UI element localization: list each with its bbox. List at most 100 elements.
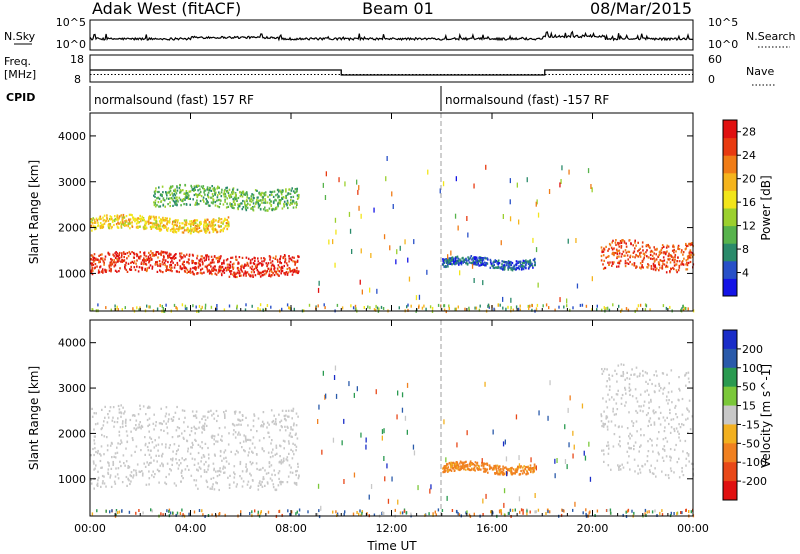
data-cell bbox=[203, 188, 205, 191]
data-cell bbox=[154, 202, 157, 205]
data-cell bbox=[165, 192, 168, 195]
data-cell bbox=[162, 465, 164, 468]
data-cell bbox=[669, 455, 671, 458]
data-cell bbox=[176, 224, 178, 227]
data-cell bbox=[519, 465, 522, 468]
data-cell bbox=[144, 220, 147, 223]
data-cell bbox=[474, 306, 476, 310]
data-cell bbox=[216, 196, 219, 199]
data-cell bbox=[234, 198, 236, 201]
data-cell bbox=[292, 195, 295, 198]
data-cell bbox=[165, 226, 167, 229]
data-cell bbox=[118, 510, 121, 514]
data-cell bbox=[127, 225, 130, 228]
data-cell bbox=[193, 266, 196, 269]
data-cell bbox=[324, 195, 327, 200]
data-cell bbox=[261, 260, 263, 263]
data-cell bbox=[640, 434, 642, 437]
data-cell bbox=[660, 259, 663, 262]
data-cell bbox=[637, 472, 639, 475]
data-cell bbox=[466, 510, 468, 514]
data-cell bbox=[644, 390, 646, 393]
data-cell bbox=[505, 307, 507, 311]
data-cell bbox=[291, 457, 294, 460]
data-cell bbox=[138, 423, 140, 426]
data-cell bbox=[220, 438, 222, 441]
data-cell bbox=[387, 498, 390, 504]
data-cell bbox=[184, 255, 186, 258]
data-cell bbox=[619, 259, 622, 262]
data-cell bbox=[272, 486, 275, 489]
data-cell bbox=[214, 272, 217, 275]
data-cell bbox=[465, 464, 467, 467]
nsky-series bbox=[89, 30, 694, 42]
data-cell bbox=[126, 484, 128, 487]
data-cell bbox=[212, 269, 215, 272]
data-cell bbox=[250, 463, 253, 466]
data-cell bbox=[470, 255, 473, 258]
data-cell bbox=[161, 185, 164, 188]
data-cell bbox=[195, 262, 197, 265]
data-cell bbox=[150, 437, 153, 440]
data-cell bbox=[641, 259, 644, 262]
data-cell bbox=[678, 436, 680, 439]
data-cell bbox=[266, 263, 269, 266]
data-cell bbox=[169, 264, 171, 267]
data-cell bbox=[156, 190, 159, 194]
data-cell bbox=[297, 271, 299, 274]
data-cell bbox=[138, 308, 140, 312]
data-cell bbox=[116, 252, 118, 255]
data-cell bbox=[549, 380, 551, 386]
data-cell bbox=[568, 442, 570, 448]
data-cell bbox=[450, 257, 453, 260]
data-cell bbox=[624, 259, 627, 262]
data-cell bbox=[639, 393, 642, 396]
data-cell bbox=[214, 192, 216, 195]
data-cell bbox=[288, 188, 291, 191]
data-cell bbox=[582, 511, 584, 515]
data-cell bbox=[101, 482, 104, 485]
data-cell bbox=[479, 468, 481, 471]
data-cell bbox=[90, 478, 92, 482]
data-cell bbox=[445, 310, 447, 314]
data-cell bbox=[189, 220, 191, 223]
data-cell bbox=[99, 222, 102, 225]
data-cell bbox=[182, 222, 184, 225]
data-cell bbox=[135, 219, 138, 222]
colorbar-segment bbox=[723, 243, 737, 262]
data-cell bbox=[675, 443, 677, 447]
data-cell bbox=[249, 460, 252, 464]
data-cell bbox=[110, 257, 112, 261]
data-cell bbox=[158, 470, 160, 473]
data-cell bbox=[639, 445, 641, 448]
data-cell bbox=[265, 262, 268, 265]
data-cell bbox=[169, 229, 172, 232]
data-cell bbox=[278, 274, 280, 277]
data-cell bbox=[620, 397, 623, 400]
data-cell bbox=[569, 395, 571, 401]
data-cell bbox=[238, 272, 240, 275]
data-cell bbox=[205, 460, 207, 464]
data-cell bbox=[275, 194, 277, 197]
data-cell bbox=[291, 435, 293, 438]
data-cell bbox=[225, 195, 227, 198]
data-cell bbox=[202, 513, 204, 517]
data-cell bbox=[289, 432, 292, 435]
data-cell bbox=[91, 219, 93, 222]
data-cell bbox=[618, 466, 620, 469]
data-cell bbox=[653, 374, 655, 377]
data-cell bbox=[638, 248, 640, 252]
data-cell bbox=[156, 263, 159, 266]
data-cell bbox=[172, 419, 175, 422]
data-cell bbox=[648, 401, 650, 404]
data-cell bbox=[653, 265, 655, 268]
data-cell bbox=[271, 473, 273, 476]
data-cell bbox=[625, 251, 628, 254]
data-cell bbox=[473, 466, 476, 469]
data-cell bbox=[171, 266, 173, 269]
data-cell bbox=[534, 261, 536, 264]
data-cell bbox=[359, 279, 361, 285]
data-cell bbox=[589, 476, 592, 482]
data-cell bbox=[250, 195, 253, 198]
data-cell bbox=[98, 271, 101, 274]
